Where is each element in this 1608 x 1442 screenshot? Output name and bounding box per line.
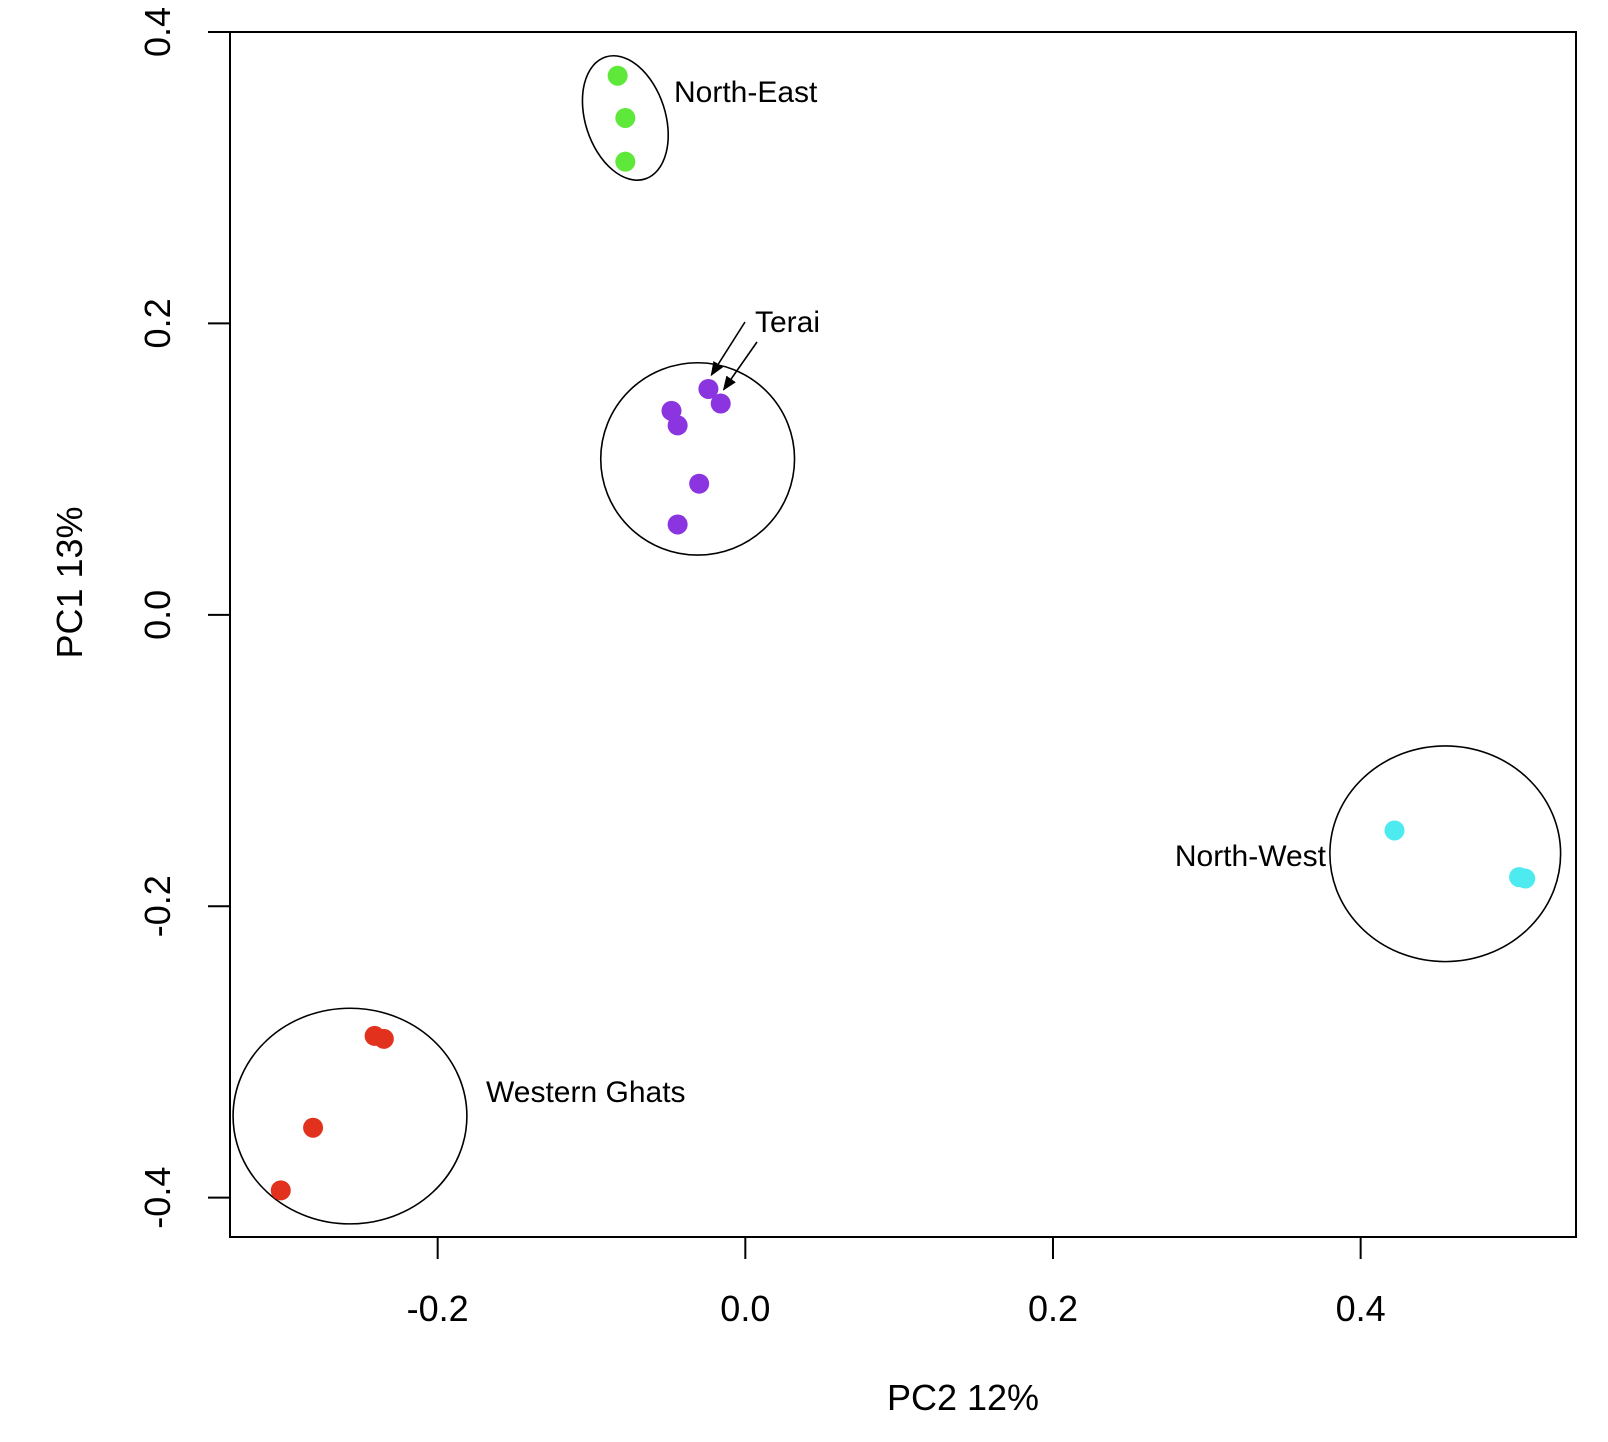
data-point — [667, 514, 688, 535]
y-tick-label: -0.2 — [137, 875, 178, 937]
data-point — [373, 1028, 394, 1049]
annotation-arrow — [722, 341, 758, 391]
data-point — [689, 473, 710, 494]
group-ellipse — [599, 361, 796, 556]
data-point — [607, 65, 628, 86]
y-tick-label: 0.4 — [137, 7, 178, 57]
group-label: Western Ghats — [486, 1076, 686, 1109]
data-point — [710, 393, 731, 414]
x-axis-title: PC2 12% — [887, 1377, 1039, 1418]
data-point — [303, 1117, 324, 1138]
annotation-arrow — [710, 321, 746, 377]
x-tick-label: 0.0 — [720, 1288, 770, 1329]
x-tick-label: -0.2 — [407, 1288, 469, 1329]
data-point — [667, 415, 688, 436]
group-ellipse — [1329, 745, 1562, 963]
group-label: North-West — [1175, 840, 1327, 873]
data-point — [615, 151, 636, 172]
data-point — [698, 378, 719, 399]
group-ellipse — [581, 54, 670, 181]
group-label: North-East — [674, 76, 818, 109]
data-point — [615, 107, 636, 128]
group-label: Terai — [755, 306, 820, 339]
data-point — [270, 1180, 291, 1201]
x-tick-label: 0.4 — [1336, 1288, 1386, 1329]
group-ellipse — [232, 1007, 468, 1225]
y-tick-label: -0.4 — [137, 1167, 178, 1229]
y-tick-label: 0.0 — [137, 590, 178, 640]
x-tick-label: 0.2 — [1028, 1288, 1078, 1329]
y-axis-title: PC1 13% — [49, 506, 90, 658]
data-point — [1515, 868, 1536, 889]
data-point — [1384, 820, 1405, 841]
plot-frame — [229, 31, 1577, 1238]
y-tick-label: 0.2 — [137, 298, 178, 348]
